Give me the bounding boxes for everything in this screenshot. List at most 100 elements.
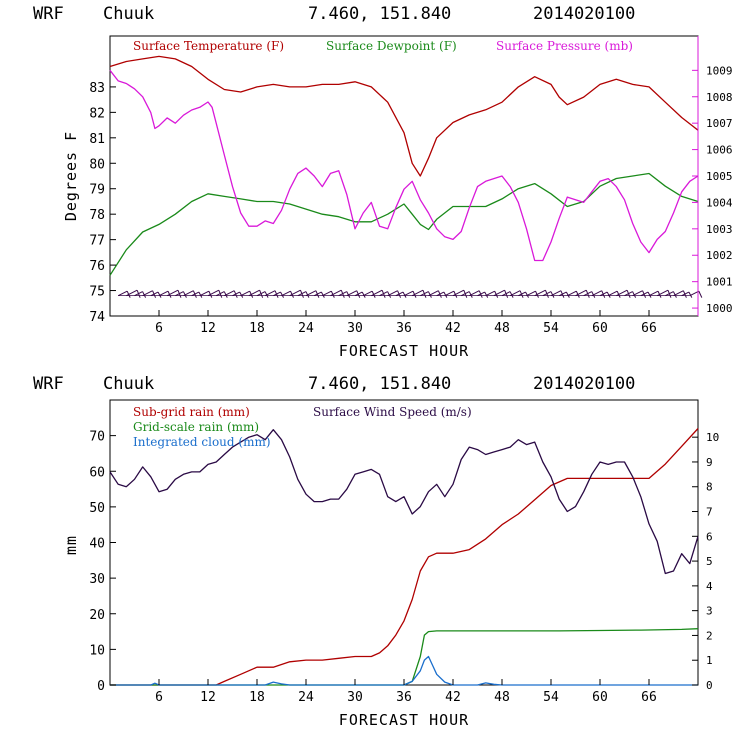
- y2-tick-label: 6: [706, 530, 713, 543]
- wind-barb: [558, 291, 567, 297]
- x-tick-label: 18: [249, 690, 265, 705]
- y2-ticks-2: 0 1 2 3 4 5 6 7 8 9 10: [692, 431, 719, 692]
- x-tick-label: 42: [445, 690, 461, 705]
- legend-integrated-cloud: Integrated cloud (mm): [133, 435, 271, 449]
- wind-barb: [477, 291, 485, 297]
- wind-barb: [248, 289, 260, 297]
- wind-barb: [591, 290, 602, 297]
- y2-tick-label: 1008: [706, 91, 733, 104]
- x-ticks-2: 6 12 18 24 30 36 42 48 54 60 66: [155, 679, 657, 705]
- y2-tick-label: 10: [706, 431, 719, 444]
- header-model-1: WRF: [33, 4, 64, 24]
- y-tick-label: 60: [89, 465, 105, 480]
- wind-barb: [297, 291, 307, 297]
- wind-barb: [624, 291, 633, 297]
- series-integrated-cloud-mm: [110, 655, 698, 686]
- wind-barb: [175, 291, 184, 297]
- wind-barb: [330, 289, 342, 297]
- wind-barb: [665, 291, 674, 297]
- wind-barb: [640, 291, 649, 297]
- y-tick-label: 76: [89, 259, 105, 274]
- y2-tick-label: 1004: [706, 196, 733, 209]
- legend-subgrid-rain: Sub-grid rain (mm): [133, 405, 250, 419]
- wind-barb: [191, 291, 200, 297]
- wind-barb: [403, 290, 414, 297]
- wind-barb: [207, 289, 220, 297]
- y-tick-label: 81: [89, 132, 105, 147]
- header-run-2: 2014020100: [533, 374, 635, 394]
- wind-barb: [199, 290, 210, 297]
- legend-dewpoint: Surface Dewpoint (F): [326, 39, 457, 53]
- y2-tick-label: 1005: [706, 170, 733, 183]
- series-surface-pressure-mb: [109, 69, 699, 262]
- x-tick-label: 54: [543, 690, 559, 705]
- y2-ticks-1: 1000 1001 1002 1003 1004 1005 1006 1007 1008 1009: [692, 36, 733, 316]
- wind-barb: [460, 291, 470, 297]
- x-axis-label-2: FORECAST HOUR: [339, 711, 469, 729]
- wind-barb: [567, 290, 577, 297]
- series-surface-dewpoint-f: [109, 172, 699, 276]
- plot-frame-1: [109, 35, 699, 317]
- x-tick-label: 36: [396, 321, 412, 336]
- wind-barb: [142, 290, 153, 297]
- wind-barb: [444, 290, 455, 297]
- wind-barb: [534, 289, 546, 297]
- y2-tick-label: 1000: [706, 302, 733, 315]
- surface-chart: 6 12 18 24 30 36 42 48 54 60 66 74 75 76 77 78 79 80 81 82…: [62, 35, 733, 360]
- wind-barb: [501, 291, 511, 297]
- series-lines-2: [109, 428, 699, 686]
- wind-barb: [493, 289, 505, 297]
- wind-barb: [305, 290, 317, 297]
- legend-gridscale-rain: Grid-scale rain (mm): [133, 420, 259, 434]
- y2-tick-label: 1003: [706, 223, 733, 236]
- y-tick-label: 75: [89, 285, 105, 300]
- wind-barb: [379, 291, 388, 297]
- x-tick-label: 18: [249, 321, 265, 336]
- y2-tick-label: 1006: [706, 144, 733, 157]
- y-tick-label: 30: [89, 572, 105, 587]
- wind-barb: [689, 290, 700, 297]
- x-tick-label: 24: [298, 690, 314, 705]
- header-model-2: WRF: [33, 374, 64, 394]
- y-tick-label: 70: [89, 430, 105, 445]
- x-tick-label: 48: [494, 690, 510, 705]
- wind-barb: [362, 290, 373, 297]
- y2-tick-label: 1007: [706, 117, 733, 130]
- wind-barb: [632, 290, 643, 297]
- wind-barb: [371, 289, 383, 297]
- wind-barb: [518, 291, 526, 297]
- wind-barb: [289, 289, 301, 297]
- y2-tick-label: 1002: [706, 249, 733, 262]
- y-tick-label: 74: [89, 310, 105, 325]
- wind-barb: [607, 290, 618, 297]
- x-tick-label: 24: [298, 321, 314, 336]
- wind-barb: [264, 290, 276, 297]
- wind-barb: [395, 291, 404, 297]
- wind-barb: [420, 291, 429, 297]
- wind-barb: [411, 289, 424, 297]
- x-tick-label: 42: [445, 321, 461, 336]
- wind-barb-flag: [698, 290, 703, 298]
- legend-wind-speed: Surface Wind Speed (m/s): [313, 405, 472, 419]
- header-coords-1: 7.460, 151.840: [308, 4, 451, 24]
- x-ticks-1: 6 12 18 24 30 36 42 48 54 60 66: [155, 310, 657, 336]
- wind-barb: [313, 291, 322, 297]
- wind-barb: [240, 290, 250, 297]
- wind-barb: [126, 289, 138, 297]
- wind-barb: [117, 290, 128, 297]
- x-tick-label: 36: [396, 690, 412, 705]
- wind-barb: [256, 291, 266, 297]
- wind-barb: [150, 291, 159, 297]
- wind-barb: [469, 290, 480, 297]
- wind-barb: [575, 289, 587, 297]
- y2-tick-label: 5: [706, 555, 713, 568]
- wind-barb: [526, 290, 536, 297]
- wind-barb: [354, 291, 363, 297]
- x-tick-label: 12: [200, 321, 216, 336]
- y2-tick-label: 3: [706, 605, 713, 618]
- header-location-2: Chuuk: [103, 374, 154, 394]
- y2-tick-label: 0: [706, 679, 713, 692]
- wind-barb: [273, 291, 281, 297]
